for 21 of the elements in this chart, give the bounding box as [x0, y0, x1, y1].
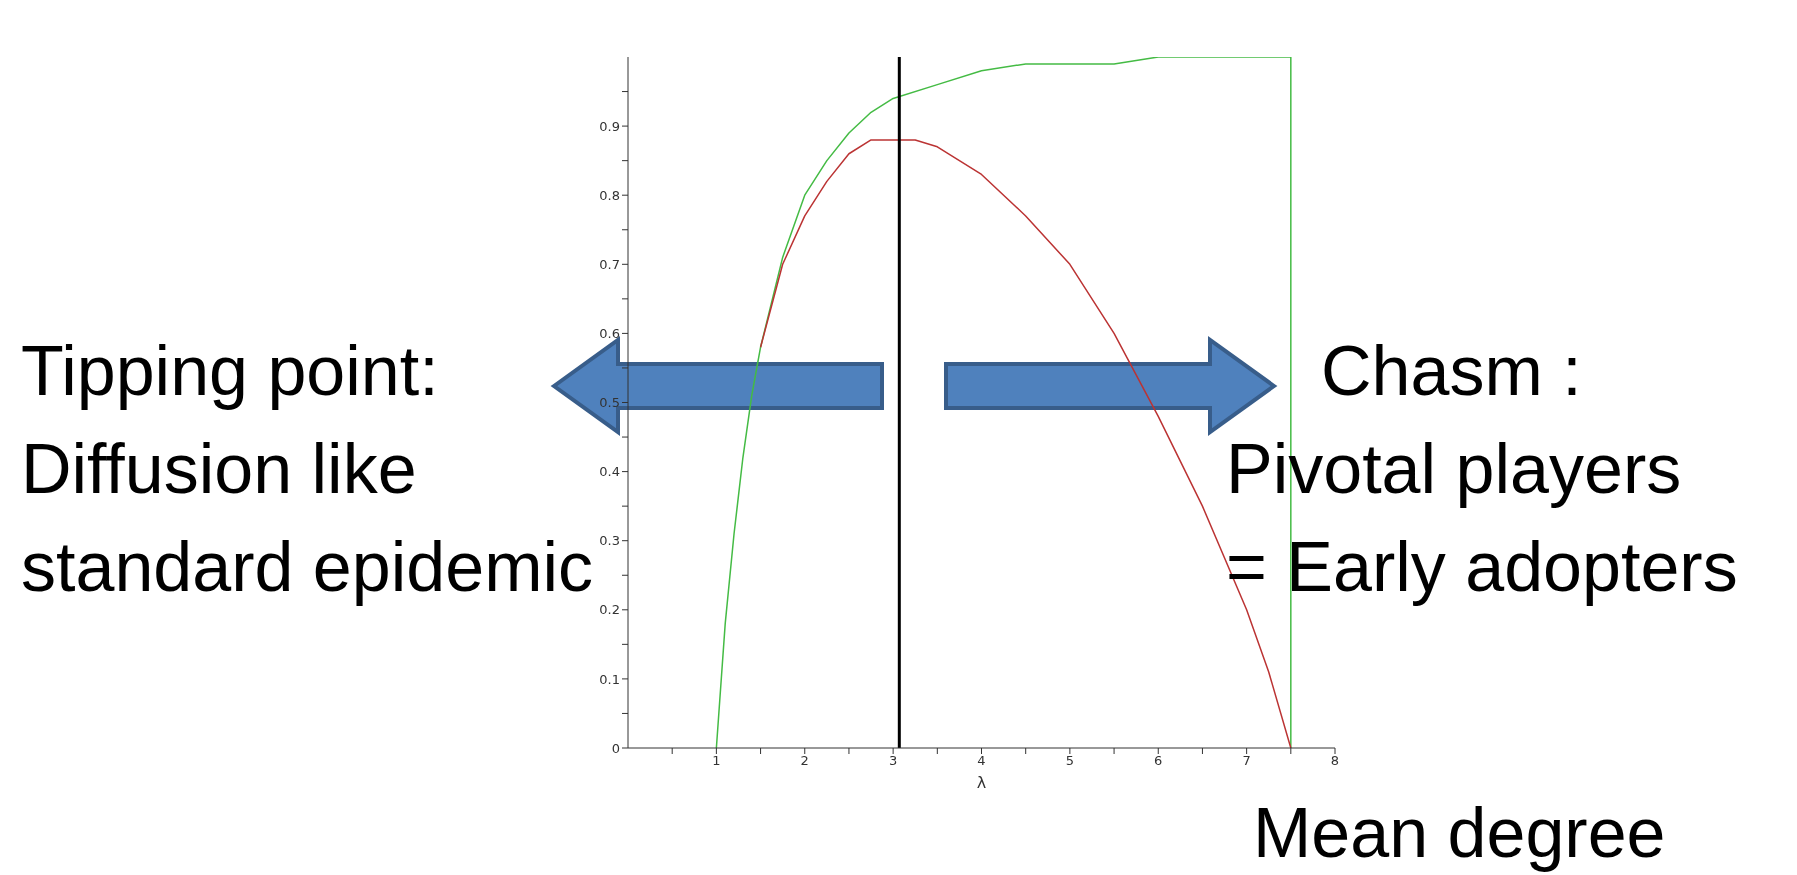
- y-tick-label: 0.4: [599, 464, 620, 480]
- text: Tipping point: Diffusion like standard epidemic: [21, 332, 593, 606]
- y-tick-label: 0.1: [599, 671, 620, 687]
- y-tick-label: 0.2: [599, 602, 620, 618]
- x-tick-label: 7: [1242, 753, 1251, 769]
- x-tick-label: 6: [1154, 753, 1163, 769]
- x-tick-label: 8: [1330, 753, 1340, 769]
- text: Mean degree: [1253, 794, 1666, 872]
- x-axis-title: λ: [976, 773, 987, 792]
- y-tick-label: 0.3: [599, 533, 620, 549]
- x-tick-label: 4: [977, 753, 986, 769]
- y-tick-label: 0.5: [599, 395, 620, 411]
- x-tick-label: 5: [1065, 753, 1075, 769]
- y-tick-label: 0.6: [599, 326, 620, 342]
- x-tick-label: 1: [712, 753, 721, 769]
- y-tick-label: 0.8: [599, 187, 620, 203]
- y-tick-label: 0: [611, 740, 620, 756]
- y-tick-label: 0.9: [599, 118, 620, 134]
- x-tick-label: 2: [800, 753, 809, 769]
- x-tick-label: 3: [888, 753, 898, 769]
- y-tick-label: 0.7: [599, 256, 620, 272]
